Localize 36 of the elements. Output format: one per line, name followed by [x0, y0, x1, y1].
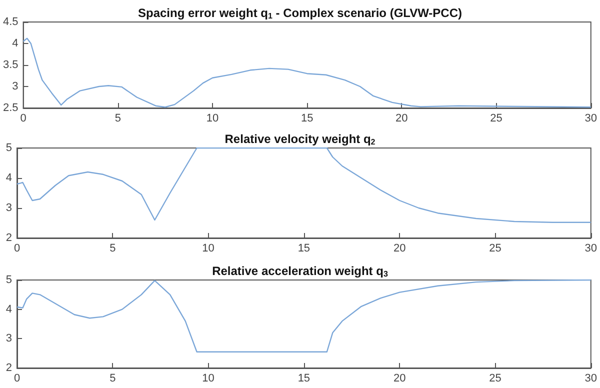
x-tick-label: 15 [300, 112, 314, 124]
y-tick-label: 5 [6, 142, 12, 154]
x-tick-label: 25 [490, 112, 502, 124]
y-tick-label: 4 [6, 303, 12, 316]
x-tick-label: 5 [114, 112, 121, 124]
x-tick-label: 20 [393, 242, 406, 254]
line-series [16, 147, 592, 223]
x-tick-label: 10 [202, 372, 214, 384]
y-tick-label: 2.5 [2, 102, 18, 114]
y-tick-label: 4 [12, 38, 18, 50]
x-tick-label: 10 [206, 112, 219, 124]
x-tick-label: 0 [20, 112, 26, 124]
x-tick-label: 20 [393, 372, 406, 384]
y-tick-label: 5 [6, 274, 12, 286]
y-tick-label: 3 [12, 80, 18, 92]
x-tick-label: 5 [110, 372, 116, 384]
x-tick-label: 10 [202, 242, 214, 254]
y-tick-label: 2 [6, 362, 12, 374]
x-tick-label: 30 [584, 372, 598, 384]
y-tick-label: 3 [6, 332, 12, 345]
y-tick-label: 4.5 [2, 16, 18, 28]
x-tick-label: 30 [584, 242, 598, 254]
y-tick-label: 3 [6, 202, 12, 214]
x-tick-label: 25 [489, 242, 502, 254]
y-tick-label: 4 [6, 172, 12, 184]
x-tick-label: 30 [584, 112, 598, 124]
y-tick-label: 2 [6, 232, 12, 244]
x-tick-label: 5 [110, 242, 116, 254]
x-tick-label: 0 [14, 372, 20, 384]
x-tick-label: 0 [14, 242, 20, 254]
x-tick-label: 25 [489, 372, 502, 384]
line-series [16, 279, 592, 352]
y-tick-label: 3.5 [2, 59, 18, 71]
x-tick-label: 20 [396, 112, 408, 124]
x-tick-label: 15 [298, 372, 310, 384]
x-tick-label: 15 [298, 242, 310, 254]
